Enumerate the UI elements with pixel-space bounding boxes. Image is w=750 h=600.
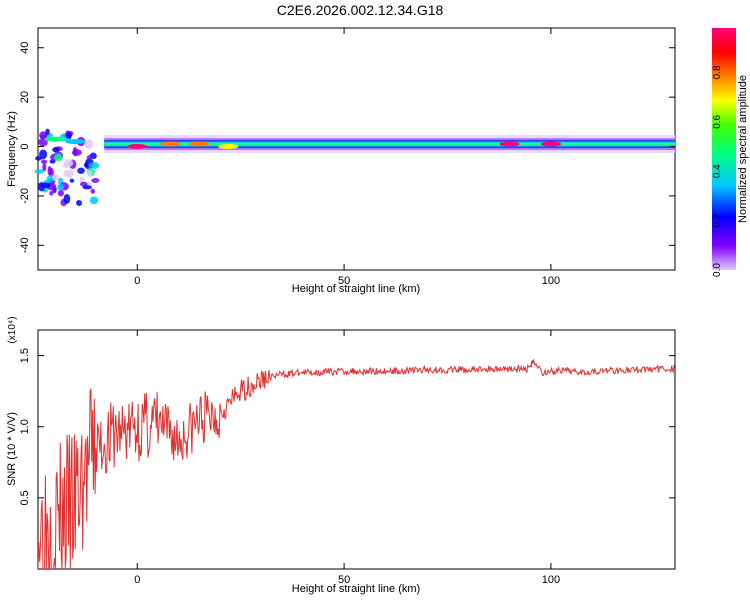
noise-blob bbox=[62, 163, 71, 168]
spectrogram-panel: 0 50 100 -40 -20 0 20 40 Height of straight lin… bbox=[6, 27, 676, 295]
spectral-feature-3 bbox=[218, 144, 239, 150]
snr-series-line bbox=[38, 359, 675, 569]
noise-blob bbox=[53, 153, 63, 162]
noise-blob bbox=[52, 174, 60, 181]
noise-blob bbox=[40, 159, 48, 164]
colorbar-tick-label: 0.4 bbox=[712, 164, 723, 178]
noise-blob bbox=[90, 188, 96, 194]
y-tick-label: 1.5 bbox=[19, 348, 31, 363]
snr-panel: 0 50 100 0.5 1.0 1.5 Height of straight line … bbox=[6, 316, 676, 595]
noise-blob bbox=[45, 128, 50, 135]
noise-blob bbox=[52, 147, 60, 153]
noise-blob bbox=[34, 169, 44, 174]
noise-blob bbox=[89, 196, 99, 205]
colorbar-tick-label: 0.6 bbox=[712, 114, 723, 128]
noise-blob bbox=[69, 178, 75, 183]
noise-blob bbox=[57, 183, 65, 191]
x-tick-label: 100 bbox=[542, 574, 560, 586]
spectrogram-layer bbox=[34, 128, 675, 207]
spectral-feature-6 bbox=[44, 136, 65, 142]
noise-blob bbox=[40, 182, 51, 189]
noise-blob bbox=[67, 169, 74, 179]
noise-blob bbox=[87, 170, 93, 178]
noise-blob bbox=[72, 146, 78, 157]
spectral-band-4 bbox=[104, 142, 675, 146]
spectral-feature-0 bbox=[127, 144, 148, 150]
noise-blob bbox=[39, 149, 48, 160]
colorbar-ticks: 0.0 0.2 0.4 0.6 0.8 bbox=[712, 65, 723, 277]
noise-blob bbox=[66, 132, 72, 140]
snr-ticks: 0 50 100 0.5 1.0 1.5 bbox=[19, 330, 675, 586]
spectral-feature-4 bbox=[499, 141, 520, 147]
y-tick-label: 40 bbox=[19, 42, 31, 54]
spectral-feature-2 bbox=[189, 141, 210, 147]
x-tick-label: 0 bbox=[134, 574, 140, 586]
noise-blob bbox=[63, 193, 71, 204]
x-tick-label: 50 bbox=[338, 275, 350, 287]
x-tick-label: 0 bbox=[134, 275, 140, 287]
colorbar-label: Normalized spectral amplitude bbox=[737, 75, 749, 223]
spectrogram-ticks: 0 50 100 -40 -20 0 20 40 bbox=[19, 28, 675, 287]
spectral-feature-5 bbox=[540, 141, 561, 147]
y-tick-label: 1.0 bbox=[19, 419, 31, 434]
noise-blob bbox=[84, 139, 94, 150]
noise-blob bbox=[76, 199, 83, 206]
spectrogram-y-axis-label: Frequency (Hz) bbox=[6, 111, 18, 187]
noise-blob bbox=[91, 178, 100, 184]
y-tick-label: 20 bbox=[19, 91, 31, 103]
y-tick-label: -40 bbox=[19, 237, 31, 253]
x-tick-label: 50 bbox=[338, 574, 350, 586]
noise-blob bbox=[49, 190, 54, 196]
colorbar-tick-label: 0.8 bbox=[712, 65, 723, 79]
noise-blob bbox=[79, 176, 85, 184]
snr-frame bbox=[37, 329, 676, 570]
y-tick-label: -20 bbox=[19, 188, 31, 204]
noise-blob bbox=[57, 189, 64, 197]
colorbar: 0.0 0.2 0.4 0.6 0.8 Normalized spectral ampl… bbox=[712, 28, 749, 277]
noise-blob bbox=[86, 155, 93, 160]
snr-x-axis-label: Height of straight line (km) bbox=[292, 583, 420, 595]
noise-blob bbox=[80, 181, 88, 187]
colorbar-tick-label: 0.2 bbox=[712, 213, 723, 227]
noise-blob bbox=[42, 162, 47, 172]
x-tick-label: 100 bbox=[542, 275, 560, 287]
noise-blob bbox=[77, 167, 85, 174]
noise-blob bbox=[88, 162, 95, 168]
noise-blob bbox=[39, 134, 46, 139]
snr-y-axis-label: SNR (10 * V/V) bbox=[6, 412, 18, 486]
y-tick-label: 0 bbox=[19, 143, 31, 149]
y-tick-label: 0.5 bbox=[19, 490, 31, 505]
spectrogram-x-axis-label: Height of straight line (km) bbox=[292, 283, 420, 295]
colorbar-gradient bbox=[712, 28, 736, 270]
chart-title: C2E6.2026.002.12.34.G18 bbox=[277, 2, 444, 18]
spectral-feature-1 bbox=[160, 141, 181, 147]
noise-blob bbox=[82, 185, 92, 190]
colorbar-tick-label: 0.0 bbox=[712, 263, 723, 277]
spectral-feature-7 bbox=[65, 139, 86, 145]
noise-blob bbox=[47, 165, 52, 176]
snr-y-multiplier: (x10⁴) bbox=[7, 316, 18, 343]
